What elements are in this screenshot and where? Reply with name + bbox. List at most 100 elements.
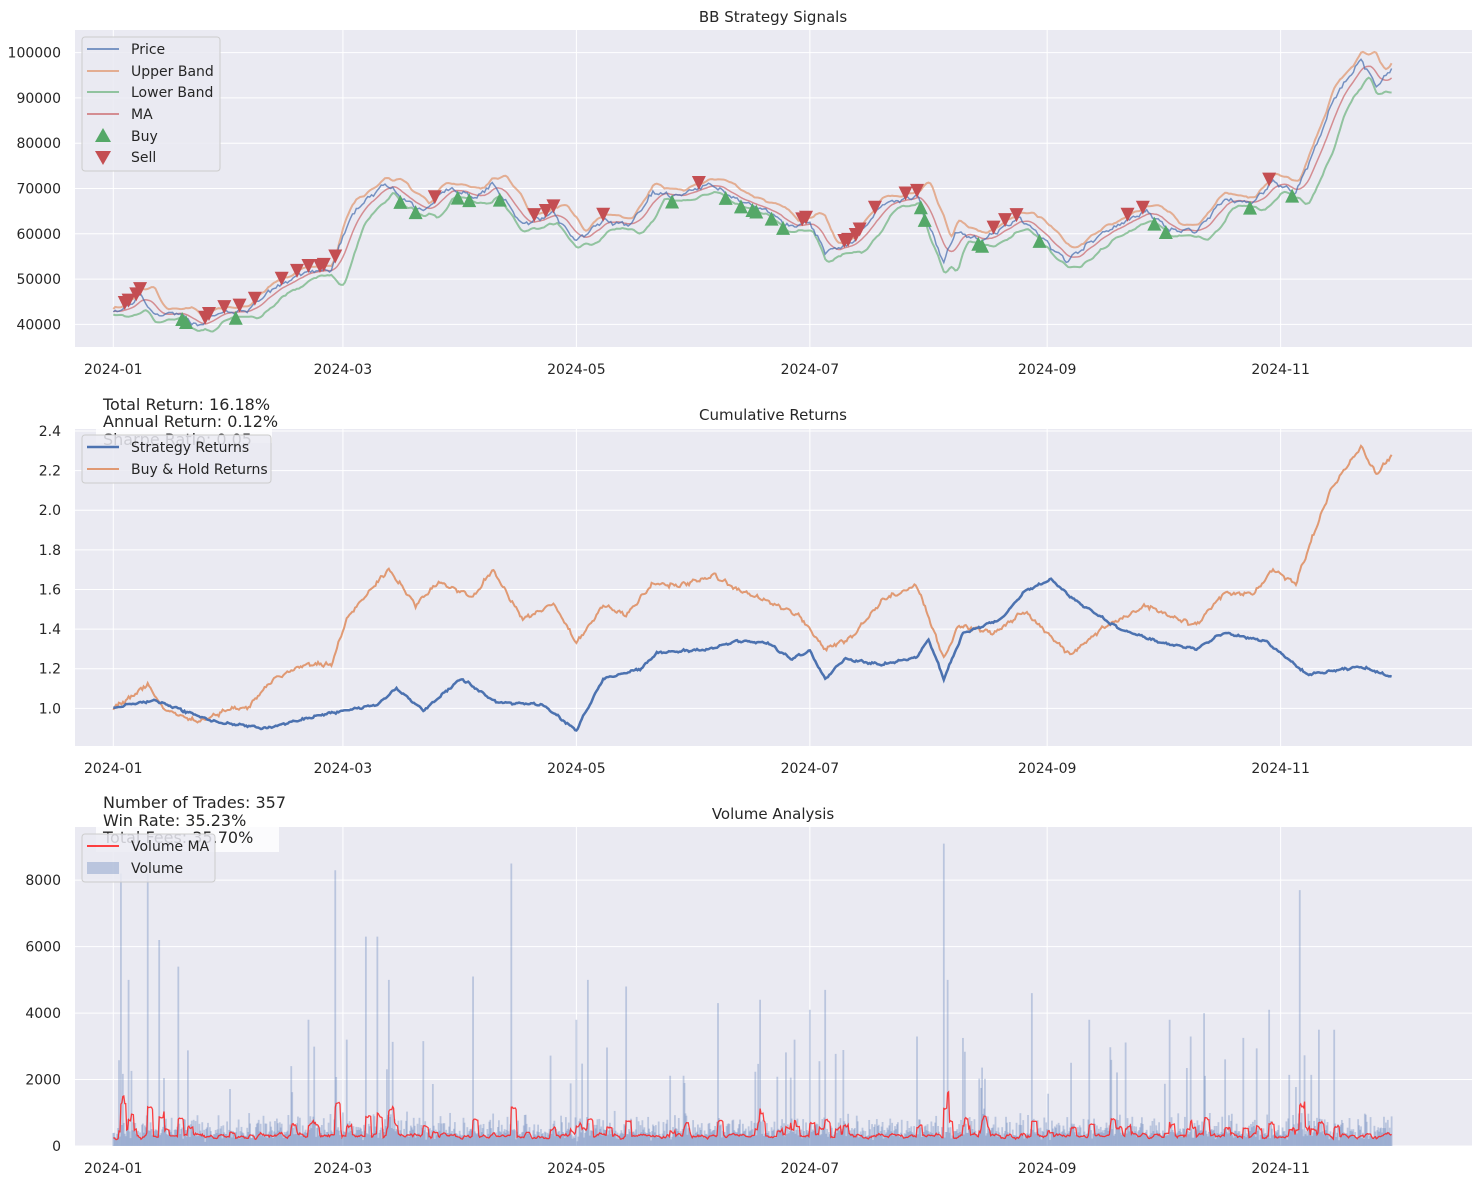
y-tick-label: 2.0 [39, 503, 61, 519]
sell-marker [527, 208, 542, 223]
x-tick-label: 2024-01 [84, 362, 143, 378]
legend-swatch-volume [87, 862, 119, 874]
buy-marker [913, 200, 928, 215]
y-tick-label: 2000 [25, 1073, 61, 1089]
legend: Price Upper Band Lower Band MA Buy Sell [81, 36, 221, 172]
sell-marker [217, 300, 232, 315]
buy-hold-returns-line [112, 444, 1393, 724]
y-tick-label: 1.0 [39, 701, 61, 717]
sell-marker [538, 204, 553, 219]
x-tick-label: 2024-09 [1018, 362, 1077, 378]
buy-marker [1158, 225, 1173, 240]
legend-label-volume-ma: Volume MA [131, 839, 210, 855]
buy-marker [718, 190, 733, 205]
sell-marker [1262, 172, 1277, 187]
y-tick-label: 80000 [16, 136, 61, 152]
chart-title: BB Strategy Signals [699, 8, 847, 26]
y-tick-label: 1.8 [39, 543, 61, 559]
x-tick-label: 2024-11 [1251, 362, 1310, 378]
buy-hold-returns-path [112, 444, 1393, 724]
y-tick-label: 1.4 [39, 622, 61, 638]
sell-marker [867, 200, 882, 215]
y-tick-label: 2.2 [39, 464, 61, 480]
legend-label-ma: MA [131, 107, 153, 123]
sell-marker [201, 306, 216, 321]
legend-label-volume: Volume [131, 861, 183, 877]
sell-marker [852, 222, 867, 237]
sell-marker [1135, 200, 1150, 215]
x-tick-label: 2024-07 [781, 761, 840, 777]
legend-swatch-sell [95, 151, 111, 165]
sell-markers [117, 172, 1277, 325]
plot-area [75, 827, 1472, 1146]
x-tick-label: 2024-07 [781, 362, 840, 378]
stat-annual-return: Annual Return: 0.12% [103, 412, 278, 431]
buy-marker [733, 199, 748, 214]
sell-marker [998, 213, 1013, 228]
cumulative-returns-panel: 1.01.21.41.61.82.02.22.4 2024-01 2024-03 2… [39, 393, 1472, 777]
gridlines [75, 429, 1472, 746]
y-axis-ticks: 1.0 1.2 1.4 1.6 1.8 2.0 2.2 2.4 [39, 424, 61, 717]
sell-marker [986, 220, 1001, 235]
chart-title: Volume Analysis [712, 805, 835, 823]
y-tick-label: 90000 [16, 91, 61, 107]
sell-marker [133, 282, 148, 297]
stat-win-rate: Win Rate: 35.23% [103, 811, 246, 830]
sell-marker [247, 291, 262, 306]
y-tick-label: 8000 [25, 873, 61, 889]
legend-label-sell: Sell [131, 150, 156, 166]
legend-label-price: Price [131, 42, 165, 58]
x-tick-label: 2024-07 [781, 1161, 840, 1177]
buy-marker [450, 190, 465, 205]
x-axis-ticks: 2024-01 2024-03 2024-05 2024-07 2024-09 2024-… [84, 1161, 1310, 1177]
sell-marker [289, 263, 304, 278]
plot-area [75, 429, 1472, 746]
y-tick-label: 50000 [16, 272, 61, 288]
volume-ma-line [113, 1090, 1392, 1141]
x-tick-label: 2024-03 [314, 362, 373, 378]
buy-marker [1147, 216, 1162, 231]
stat-total-return: Total Return: 16.18% [102, 395, 270, 414]
legend-box [81, 434, 272, 484]
stat-number-of-trades: Number of Trades: 357 [103, 793, 286, 812]
y-axis-ticks: 40000 50000 60000 70000 80000 90000 100000 [8, 46, 61, 334]
buy-marker [776, 220, 791, 235]
x-tick-label: 2024-09 [1018, 1161, 1077, 1177]
bb-strategy-signals-panel: 40000 50000 60000 70000 80000 90000 100000 202… [8, 8, 1472, 378]
x-tick-label: 2024-05 [547, 362, 606, 378]
x-tick-label: 2024-03 [314, 1161, 373, 1177]
y-tick-label: 40000 [16, 317, 61, 333]
sell-marker [799, 210, 814, 225]
x-tick-label: 2024-11 [1251, 1161, 1310, 1177]
legend-label-lower-band: Lower Band [131, 85, 213, 101]
x-tick-label: 2024-01 [84, 1161, 143, 1177]
sell-marker [910, 183, 925, 198]
buy-marker [764, 211, 779, 226]
buy-marker [665, 194, 680, 209]
strategy-returns-line [113, 577, 1393, 732]
legend-label-buy: Buy [131, 129, 158, 145]
x-tick-label: 2024-01 [84, 761, 143, 777]
legend: Strategy Returns Buy & Hold Returns [81, 434, 272, 484]
y-tick-label: 100000 [8, 46, 61, 62]
y-axis-ticks: 0 2000 4000 6000 8000 [25, 873, 61, 1155]
legend-swatch-buy [95, 128, 111, 142]
y-tick-label: 4000 [25, 1006, 61, 1022]
buy-marker [178, 314, 193, 329]
sell-marker [316, 257, 331, 272]
buy-marker [228, 310, 243, 325]
buy-marker [408, 205, 423, 220]
x-tick-label: 2024-05 [547, 761, 606, 777]
sell-marker [1009, 208, 1024, 223]
sell-marker [274, 271, 289, 286]
sell-marker [427, 190, 442, 205]
buy-marker [492, 192, 507, 207]
strategy-returns-path [113, 577, 1393, 732]
x-tick-label: 2024-09 [1018, 761, 1077, 777]
buy-marker [1032, 233, 1047, 248]
buy-marker [393, 194, 408, 209]
legend-label-buy-hold-returns: Buy & Hold Returns [131, 462, 268, 478]
buy-marker [975, 238, 990, 253]
sell-marker [1120, 207, 1135, 222]
